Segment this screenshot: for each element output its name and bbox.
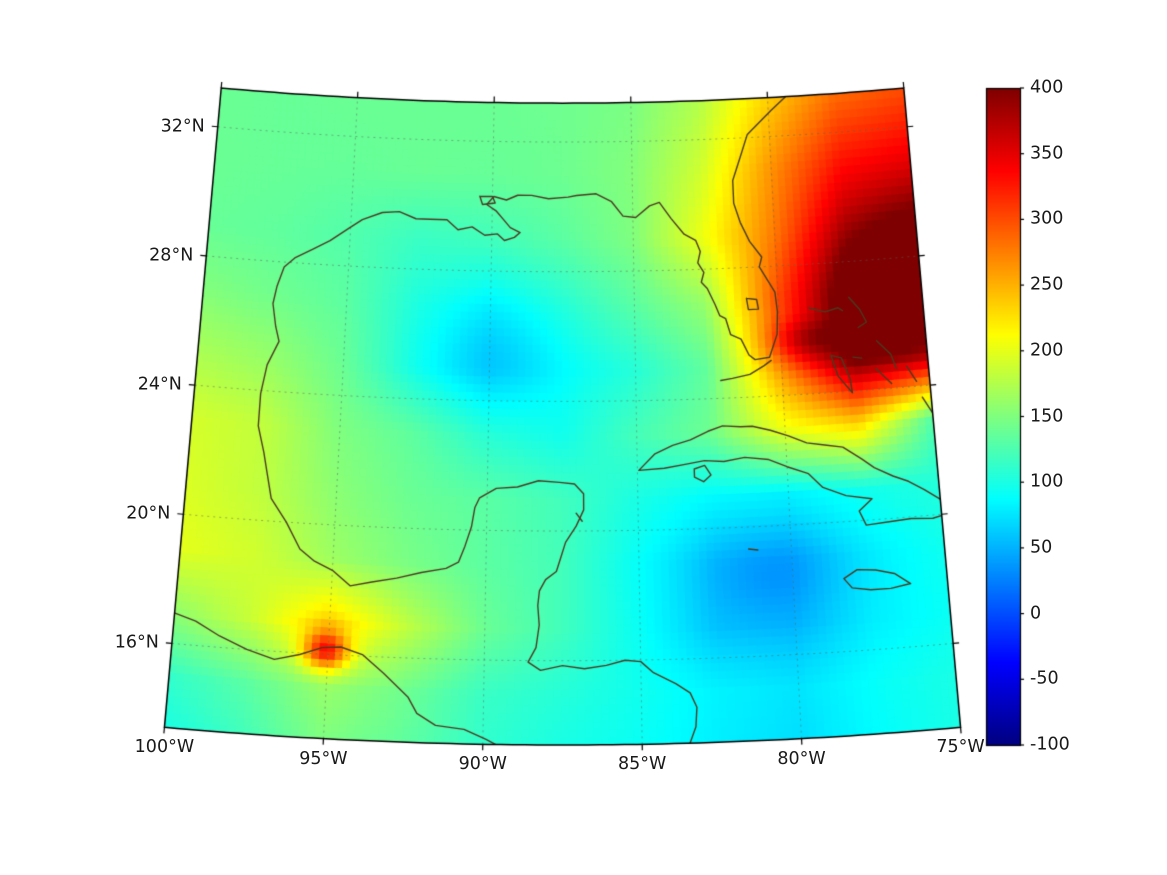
map-figure: 32°N 28°N 24°N 20°N 16°N 100°W 95°W 90°W 85°W 80°… [0,0,1167,875]
map-canvas [0,0,1167,875]
